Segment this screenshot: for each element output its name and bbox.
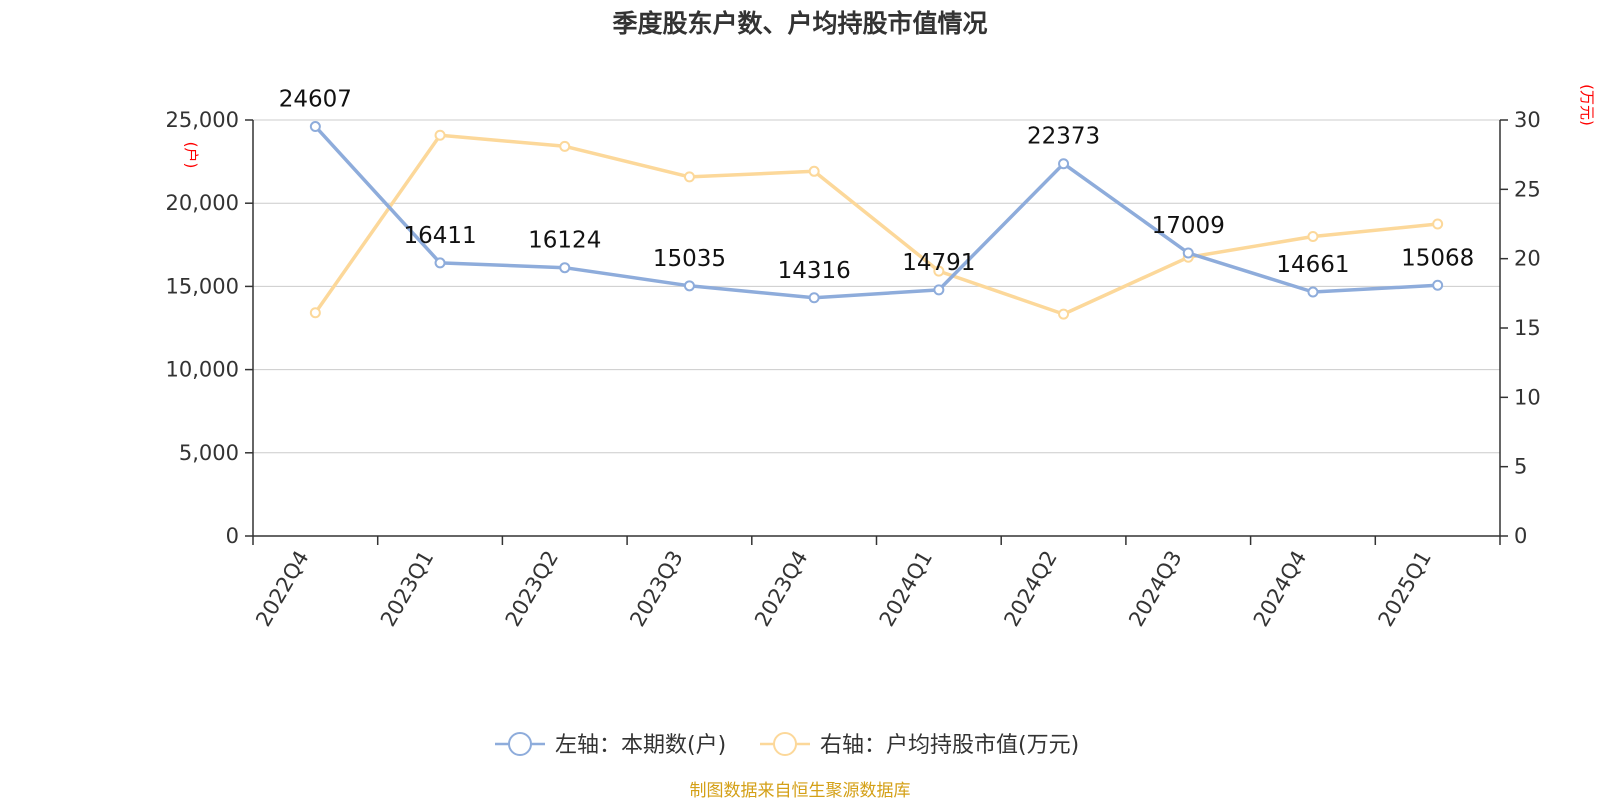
legend-label: 右轴：户均持股市值(万元) [820,733,1079,758]
right-axis-tick-label: 10 [1514,385,1541,409]
right-axis-tick-label: 25 [1514,177,1541,201]
x-axis-tick-label: 2023Q2 [501,547,563,631]
data-point [933,284,945,296]
series-avg-holding-value [309,129,1444,320]
data-point [434,257,446,269]
right-axis-label: (万元) [1578,84,1596,126]
data-point [1432,218,1444,230]
legend-marker [508,732,532,756]
data-label: 14791 [902,250,975,276]
x-axis-tick-label: 2024Q3 [1124,547,1186,631]
left-axis-tick-label: 5,000 [179,441,239,465]
left-axis-label: (户) [182,142,200,169]
data-point [1058,308,1070,320]
data-point [1058,158,1070,170]
x-axis-tick-label: 2023Q3 [625,547,687,631]
series-layer [309,121,1444,320]
data-point [808,292,820,304]
right-axis-tick-label: 0 [1514,524,1527,548]
x-axis-tick-label: 2025Q1 [1374,547,1436,631]
legend-item: 右轴：户均持股市值(万元) [760,732,1079,758]
left-axis-tick-label: 15,000 [166,274,239,298]
data-point [559,262,571,274]
data-label: 16411 [403,223,476,249]
x-axis-tick-label: 2024Q4 [1249,547,1311,631]
left-axis-tick-label: 20,000 [166,191,239,215]
data-point [559,140,571,152]
chart-title: 季度股东户数、户均持股市值情况 [612,9,987,38]
grid-layer [253,119,1500,454]
data-point [309,121,321,133]
data-label: 24607 [279,87,352,113]
x-axis-tick-label: 2023Q1 [376,547,438,631]
right-axis-tick-label: 5 [1514,455,1527,479]
data-point [808,165,820,177]
data-label-layer: 24607 16411 16124 15035 14316 14791 22373 17009… [279,87,1474,284]
data-label: 15035 [653,246,726,272]
data-point [434,129,446,141]
data-label: 15068 [1401,245,1474,271]
legend-marker [773,732,797,756]
series-shareholder-count [309,121,1444,304]
data-point [683,280,695,292]
data-label: 16124 [528,228,601,254]
data-label: 17009 [1152,213,1225,239]
left-axis-tick-label: 25,000 [166,108,239,132]
legend: 左轴：本期数(户) 右轴：户均持股市值(万元) [495,732,1079,758]
right-axis-tick-label: 15 [1514,316,1541,340]
data-label: 22373 [1027,124,1100,150]
data-point [1307,230,1319,242]
legend-label: 左轴：本期数(户) [555,733,726,758]
series-line [313,133,1438,316]
data-point [309,307,321,319]
left-axis-tick-label: 0 [226,524,239,548]
left-axis-tick-label: 10,000 [166,358,239,382]
series-line [314,125,1438,300]
data-point [1182,247,1194,259]
right-axis-tick-label: 20 [1514,247,1541,271]
data-point [683,171,695,183]
source-note: 制图数据来自恒生聚源数据库 [690,781,911,800]
legend-item: 左轴：本期数(户) [495,732,726,758]
x-axis-tick-label: 2023Q4 [750,547,812,631]
x-axis-tick-label: 2024Q2 [999,547,1061,631]
x-axis-tick-label: 2022Q4 [251,547,313,631]
data-label: 14316 [778,258,851,284]
x-axis-tick-label: 2024Q1 [875,547,937,631]
data-point [1432,279,1444,291]
data-point [933,265,945,277]
data-label: 14661 [1276,252,1349,278]
right-axis-tick-label: 30 [1514,108,1541,132]
data-point [1307,286,1319,298]
